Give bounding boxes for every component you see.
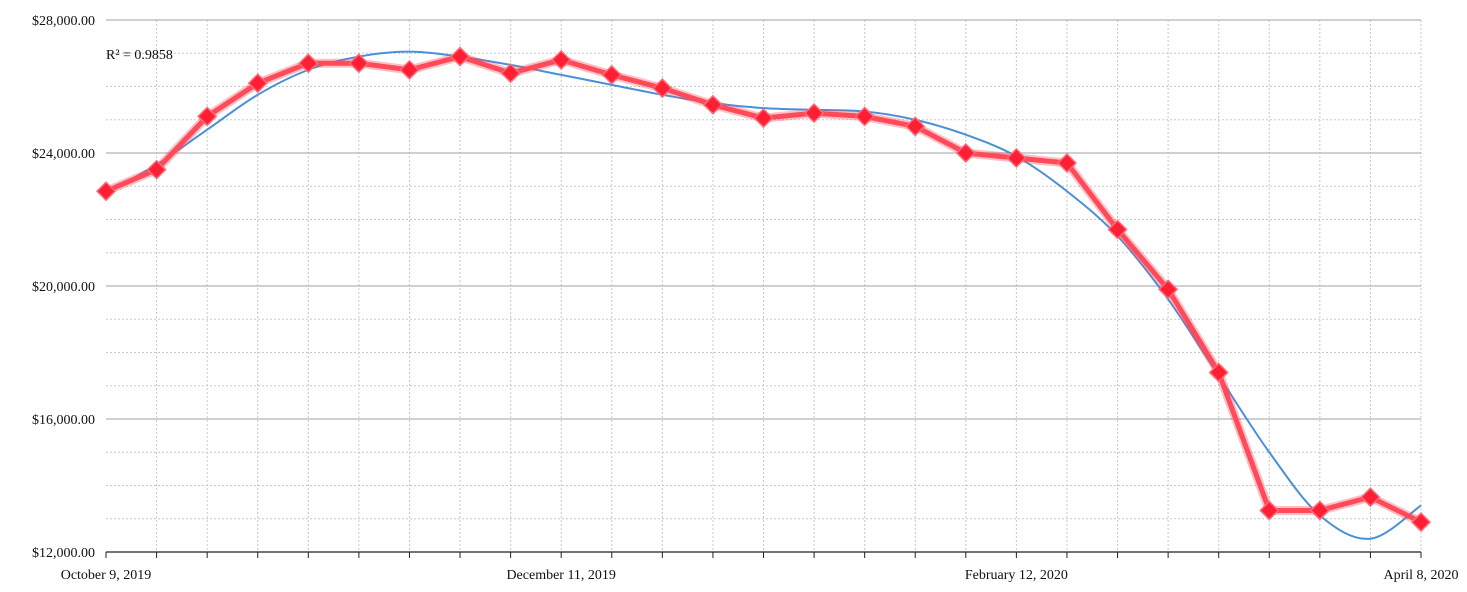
- data-point: [652, 78, 673, 99]
- data-point: [753, 108, 774, 129]
- data-point: [1056, 152, 1078, 174]
- x-tick-label: February 12, 2020: [965, 568, 1068, 583]
- data-point: [146, 159, 167, 180]
- data-point: [348, 53, 369, 74]
- y-tick-label: $20,000.00: [32, 280, 95, 295]
- y-tick-label: $24,000.00: [32, 147, 95, 162]
- data-point: [551, 49, 572, 70]
- data-point: [1259, 500, 1280, 521]
- x-tick-label: December 11, 2019: [506, 568, 616, 583]
- data-point: [95, 181, 117, 202]
- data-point: [399, 59, 420, 80]
- series: [95, 46, 1432, 533]
- data-point: [298, 53, 319, 74]
- data-point: [601, 64, 622, 85]
- data-point: [702, 94, 723, 115]
- x-tick-label: April 8, 2020: [1383, 568, 1458, 583]
- data-point: [1158, 279, 1179, 300]
- data-point: [197, 106, 218, 127]
- y-tick-label: $28,000.00: [32, 14, 95, 29]
- axes: [105, 551, 1422, 558]
- labels: $12,000.00 $16,000.00 $20,000.00 $24,000.00…: [32, 14, 1459, 583]
- data-point: [449, 46, 471, 67]
- data-point: [955, 142, 976, 164]
- data-point: [1309, 500, 1330, 521]
- data-point: [804, 103, 825, 124]
- data-point: [905, 116, 926, 137]
- data-point: [1107, 219, 1128, 240]
- data-point: [1006, 147, 1027, 169]
- data-point: [854, 106, 875, 127]
- r-squared-label: R² = 0.9858: [106, 48, 173, 63]
- grid: [106, 19, 1422, 552]
- x-tick-label: October 9, 2019: [61, 568, 152, 583]
- y-tick-label: $16,000.00: [32, 413, 95, 428]
- data-point: [500, 63, 521, 84]
- data-point: [1208, 362, 1229, 383]
- data-point: [1360, 487, 1381, 508]
- y-tick-label: $12,000.00: [32, 546, 95, 561]
- data-point: [247, 73, 268, 94]
- data-point: [1410, 512, 1432, 533]
